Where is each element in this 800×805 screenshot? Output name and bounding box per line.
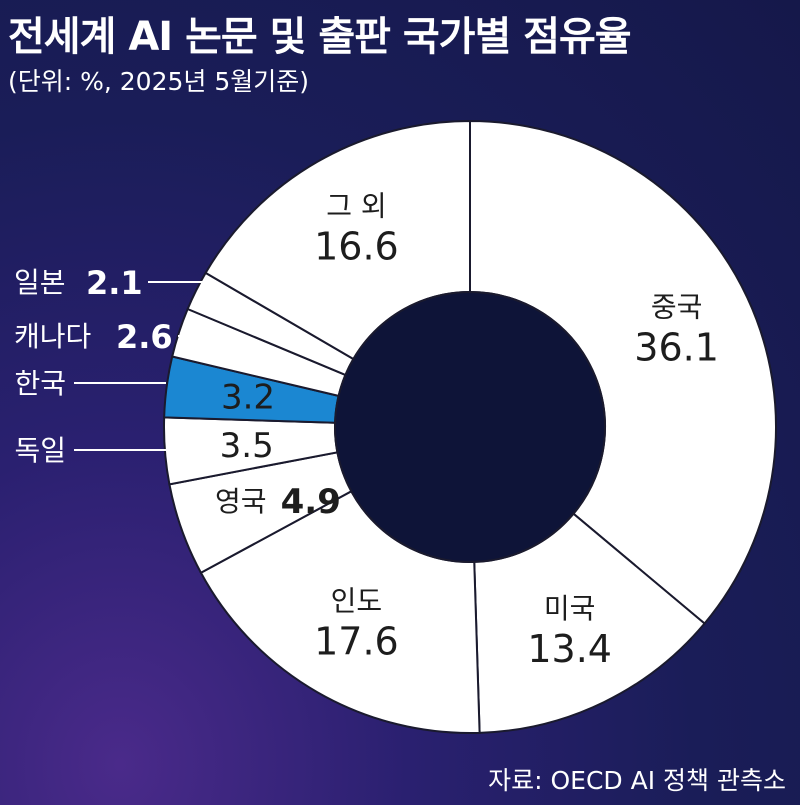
slice-value-5: 3.2 [221,377,275,417]
slice-value-7: 2.1 [86,264,143,302]
slice-label-7: 일본 [14,266,66,299]
chart-subtitle: (단위: %, 2025년 5월기준) [8,67,310,96]
slice-label-2: 인도 [331,585,383,618]
slice-value-8: 16.6 [314,224,399,268]
leader-line-tip-7 [204,281,214,289]
slice-label-8: 그 외 [326,189,386,222]
slice-label-1: 미국 [544,592,596,625]
slice-value-6: 2.6 [116,318,173,356]
slice-value-2: 17.6 [314,620,399,664]
slice-label-3: 영국 [215,485,267,518]
slice-value-1: 13.4 [527,627,612,671]
slice-value-0: 36.1 [634,326,719,370]
slice-value-4: 3.5 [220,426,274,466]
donut-center-hole [334,291,606,563]
chart-title: 전세계 AI 논문 및 출판 국가별 점유율 [8,14,632,60]
source-note: 자료: OECD AI 정책 관측소 [488,766,786,795]
slice-label-4: 독일 [14,434,66,467]
slice-label-5: 한국 [14,367,66,400]
slice-value-3: 4.9 [281,482,341,522]
slice-label-0: 중국 [651,291,703,324]
leader-line-tip-6 [185,332,195,337]
slice-label-6: 캐나다 [14,320,91,353]
